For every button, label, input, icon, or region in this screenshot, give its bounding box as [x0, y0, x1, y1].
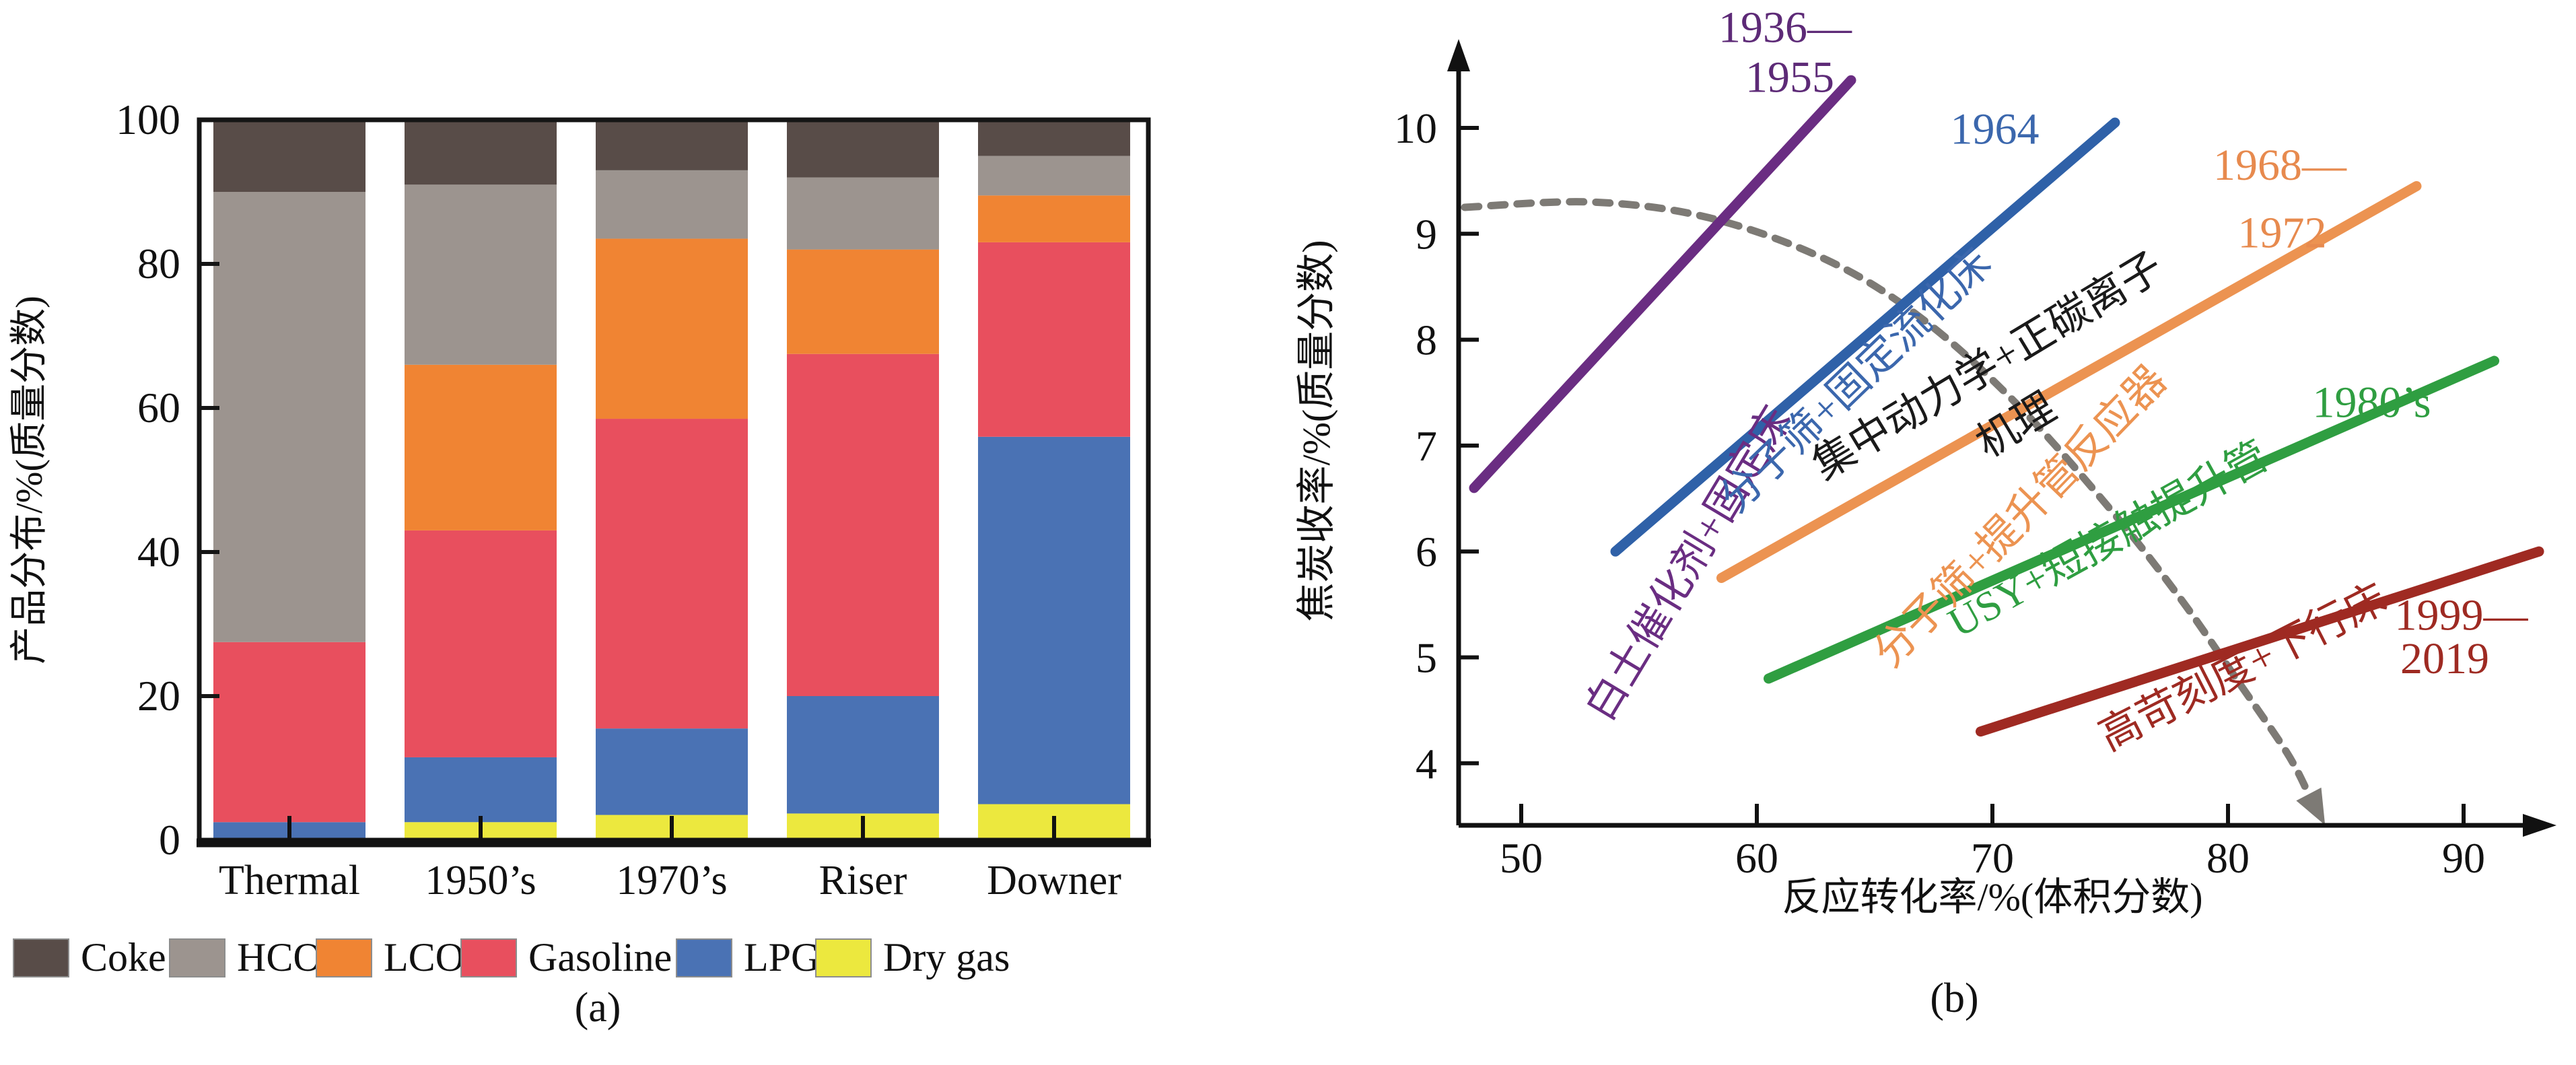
bar-segment-lco — [978, 195, 1130, 242]
legend-label: Dry gas — [883, 935, 1010, 980]
legend-swatch-lco — [316, 938, 372, 977]
line-chart: 4 5 6 7 8 9 10 50 60 70 80 90 反应转化率/%(体积分数) 焦炭收率/%(质量… — [1294, 3, 2556, 919]
y-tick-label: 6 — [1416, 528, 1437, 576]
bar-segment-hco — [596, 170, 748, 239]
y-tick-label: 20 — [137, 672, 180, 720]
bar-segment-gasoline — [213, 642, 365, 823]
x-tick-label: 70 — [1971, 834, 2014, 882]
bar-segment-coke — [405, 120, 557, 185]
bar-segment-lpg — [787, 696, 939, 814]
stacked-bar-chart: 0 20 40 60 80 100 Thermal 1950’s 1970’s Riser Down… — [9, 96, 1151, 980]
category-label: Downer — [987, 858, 1121, 903]
legend-label: HCO — [237, 935, 322, 980]
x-tick-label: 80 — [2206, 834, 2250, 882]
bar-segment-lpg — [596, 728, 748, 815]
y-tick-label: 5 — [1416, 634, 1437, 682]
y-tick-label: 10 — [1394, 104, 1437, 152]
annotation-label: 1999— — [2395, 591, 2529, 640]
bar-segment-hco — [213, 192, 365, 642]
annotation-label: 1955 — [1745, 53, 1834, 102]
panel-a-caption: (a) — [574, 985, 621, 1031]
y-tick-label: 80 — [137, 240, 180, 287]
category-label: Riser — [819, 858, 907, 903]
y-tick-label: 40 — [137, 528, 180, 576]
bar-segment-hco — [787, 177, 939, 250]
legend-label: Gasoline — [528, 935, 672, 980]
bar-segment-gasoline — [787, 353, 939, 696]
bar-segment-gasoline — [978, 242, 1130, 437]
category-label: 1970’s — [616, 858, 727, 903]
category-label: 1950’s — [425, 858, 536, 903]
y-tick-label: 0 — [159, 816, 180, 864]
tech-line-19361955 — [1469, 75, 1856, 493]
bar-segment-coke — [596, 120, 748, 170]
x-axis-arrow-icon — [2523, 814, 2556, 837]
legend-label: LCO — [384, 935, 464, 980]
y-tick-label: 9 — [1416, 210, 1437, 258]
legend-swatch-gasoline — [460, 938, 517, 977]
legend-label: Coke — [81, 935, 166, 980]
bar-segment-gasoline — [596, 419, 748, 729]
legend-swatch-dry-gas — [815, 938, 872, 977]
annotation-label: 高苛刻度+下行床 — [2092, 576, 2394, 759]
bar-segment-lpg — [405, 757, 557, 823]
bar-segment-lco — [405, 364, 557, 530]
x-tick-label: 60 — [1735, 834, 1778, 882]
bar-segment-lpg — [978, 436, 1130, 804]
annotation-label: 1968— — [2213, 141, 2347, 190]
y-tick-label: 100 — [116, 96, 180, 143]
dashed-trend-curve — [1461, 198, 2312, 797]
annotation-label: 2019 — [2400, 634, 2489, 683]
y-axis-arrow-icon — [1447, 39, 1470, 71]
x-tick-label: 90 — [2442, 834, 2485, 882]
annotation-label: 1936— — [1718, 3, 1852, 53]
annotation-label: 1972 — [2238, 209, 2327, 258]
y-tick-label: 4 — [1416, 740, 1437, 788]
bar-segment-coke — [787, 120, 939, 178]
y-tick-label: 7 — [1416, 422, 1437, 470]
bar-segment-coke — [213, 120, 365, 192]
annotation-label: 1964 — [1951, 105, 2040, 154]
x-axis-title: 反应转化率/%(体积分数) — [1782, 875, 2202, 919]
legend-swatch-hco — [169, 938, 225, 977]
trend-arrowhead-icon — [2296, 787, 2326, 825]
panel-b-caption: (b) — [1930, 975, 1979, 1021]
category-label: Thermal — [219, 858, 360, 903]
y-axis-title: 产品分布/%(质量分数) — [9, 296, 50, 664]
panel-product-distribution: 0 20 40 60 80 100 Thermal 1950’s 1970’s Riser Down… — [0, 0, 1279, 1065]
tech-line-1980s — [1764, 355, 2499, 684]
tech-line-19681972 — [1716, 181, 2422, 584]
annotation-label: 1980’s — [2312, 378, 2431, 427]
legend-swatch-lpg — [676, 938, 732, 977]
y-tick-label: 8 — [1416, 316, 1437, 364]
x-tick-label: 50 — [1500, 834, 1543, 882]
bar-segment-gasoline — [405, 530, 557, 757]
legend-swatch-coke — [13, 938, 69, 977]
bar-segment-lco — [787, 249, 939, 354]
bar-segment-hco — [978, 156, 1130, 196]
bar-segment-hco — [405, 184, 557, 365]
legend-label: LPG — [744, 935, 820, 980]
tech-line-19992019 — [1976, 546, 2544, 737]
tech-line-1964 — [1610, 117, 2120, 557]
bar-segment-coke — [978, 120, 1130, 156]
y-axis-title: 焦炭收率/%(质量分数) — [1294, 240, 1338, 621]
y-tick-label: 60 — [137, 384, 180, 432]
panel-coke-yield: 4 5 6 7 8 9 10 50 60 70 80 90 反应转化率/%(体积分数) 焦炭收率/%(质量… — [1279, 0, 2576, 1065]
bar-segment-lco — [596, 238, 748, 419]
